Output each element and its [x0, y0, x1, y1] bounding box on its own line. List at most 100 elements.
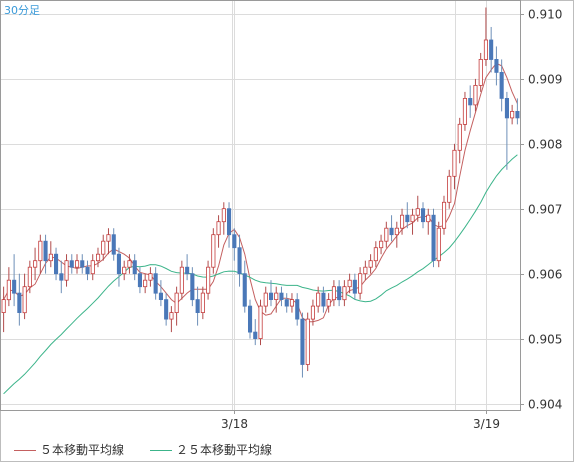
candle-body-up: [441, 201, 447, 229]
candle: [190, 267, 195, 307]
candle-body-up: [1, 299, 6, 314]
candle-body-down: [12, 279, 17, 294]
candle: [263, 286, 268, 313]
candle: [132, 254, 137, 281]
candle-body-down: [247, 305, 253, 333]
candle-body-down: [504, 98, 509, 119]
candle: [90, 254, 95, 281]
candle: [232, 228, 237, 261]
candle-body-down: [389, 227, 394, 236]
candle: [494, 46, 499, 86]
y-tick-label: 0.908: [528, 138, 562, 152]
candle-body-up: [90, 260, 95, 275]
candle-body-up: [38, 240, 43, 262]
candle: [43, 234, 48, 274]
candle: [200, 286, 205, 320]
candle-body-up: [478, 59, 483, 86]
candle-body-up: [6, 279, 11, 301]
candle-body-down: [190, 273, 195, 301]
legend-ma25: ２５本移動平均線: [150, 441, 272, 458]
candle-body-up: [379, 240, 384, 249]
candle-body-down: [268, 292, 274, 301]
candle-body-down: [300, 318, 305, 365]
candle-body-up: [122, 266, 127, 275]
candle-body-up: [305, 318, 310, 365]
candle: [247, 299, 253, 339]
candle-body-up: [483, 39, 488, 60]
candle-body-down: [489, 39, 494, 60]
candle-body-down: [226, 208, 232, 236]
candle: [164, 293, 169, 326]
candle-body-up: [289, 299, 294, 307]
candle-body-down: [59, 273, 64, 281]
candle-body-down: [17, 292, 22, 314]
candle: [305, 312, 310, 372]
candle-body-up: [384, 227, 389, 242]
candle: [342, 280, 347, 307]
candle: [462, 91, 467, 131]
candle: [54, 247, 59, 281]
candle: [394, 221, 399, 248]
candle: [237, 234, 242, 287]
candle-body-up: [326, 299, 331, 307]
candle: [483, 7, 488, 66]
legend-ma5-label: ５本移動平均線: [40, 443, 125, 457]
candle-body-up: [510, 111, 515, 119]
y-tick-label: 0.904: [528, 398, 562, 412]
candle: [389, 215, 394, 242]
candle-body-up: [274, 292, 279, 301]
candle: [22, 273, 27, 320]
candle-body-up: [342, 286, 347, 301]
candle: [347, 273, 352, 294]
candle: [504, 91, 509, 170]
candle-body-up: [473, 85, 478, 106]
candle: [457, 117, 462, 164]
candle-body-up: [96, 253, 101, 262]
candle-body-up: [64, 260, 69, 281]
candle-body-down: [494, 59, 499, 73]
x-tick-label: 3/19: [473, 417, 500, 431]
candle-body-down: [195, 299, 200, 314]
candle: [274, 286, 279, 313]
candle: [69, 254, 74, 274]
candle-body-down: [242, 273, 247, 307]
candle: [80, 254, 85, 274]
candle-body-up: [462, 98, 467, 125]
candle: [447, 169, 452, 209]
candle: [431, 208, 436, 268]
candle-body-up: [436, 227, 441, 262]
candle-body-down: [420, 208, 426, 223]
candle-body-up: [310, 305, 315, 320]
candle: [195, 286, 200, 326]
y-tick-label: 0.906: [528, 268, 562, 282]
candle: [316, 286, 321, 313]
candle-body-up: [148, 273, 153, 281]
candle-body-down: [69, 260, 74, 268]
candle: [420, 202, 426, 229]
candle: [478, 52, 483, 92]
candle: [510, 104, 515, 125]
candle: [321, 286, 326, 313]
candle-body-down: [431, 214, 436, 261]
candle-body-up: [410, 214, 415, 223]
candle: [384, 221, 389, 248]
candle: [258, 299, 263, 346]
candle-body-down: [85, 266, 90, 275]
candle: [310, 299, 315, 326]
y-tick-label: 0.907: [528, 203, 562, 217]
candle-body-up: [27, 266, 32, 288]
y-tick-label: 0.905: [528, 333, 562, 347]
candle-body-up: [216, 221, 221, 236]
candle-body-up: [263, 292, 268, 307]
y-tick-label: 0.909: [528, 73, 562, 87]
candle: [85, 260, 90, 281]
candle-body-down: [468, 98, 473, 106]
candle-body-up: [415, 208, 420, 216]
candle-body-up: [368, 260, 373, 268]
candle: [295, 293, 300, 326]
candle: [17, 273, 22, 326]
candle: [242, 260, 247, 313]
candle-body-down: [284, 299, 289, 307]
